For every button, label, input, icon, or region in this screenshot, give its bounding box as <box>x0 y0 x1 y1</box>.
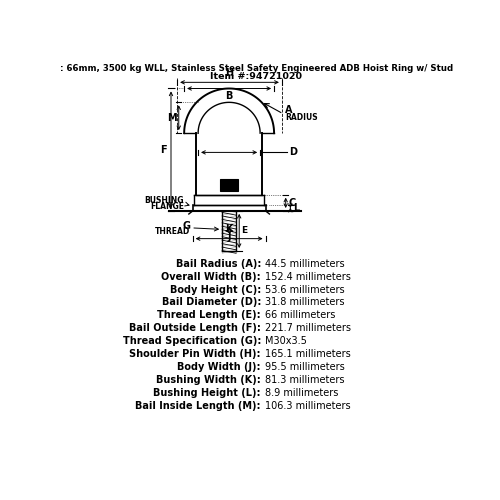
Text: C: C <box>288 198 296 208</box>
Text: Bail Diameter (D):: Bail Diameter (D): <box>162 298 261 308</box>
Text: 53.6 millimeters: 53.6 millimeters <box>265 284 344 294</box>
Text: Bushing Height (L):: Bushing Height (L): <box>154 388 261 398</box>
Text: F: F <box>160 144 167 154</box>
Text: RADIUS: RADIUS <box>285 114 318 122</box>
Text: H: H <box>225 68 233 78</box>
Text: THREAD: THREAD <box>155 227 190 236</box>
Text: D: D <box>289 148 297 158</box>
Text: 31.8 millimeters: 31.8 millimeters <box>265 298 344 308</box>
Text: 8.9 millimeters: 8.9 millimeters <box>265 388 338 398</box>
Text: G: G <box>182 220 190 230</box>
Text: J: J <box>228 232 231 241</box>
Text: : 66mm, 3500 kg WLL, Stainless Steel Safety Engineered ADB Hoist Ring w/ Stud: : 66mm, 3500 kg WLL, Stainless Steel Saf… <box>60 64 453 73</box>
Text: A: A <box>285 105 292 115</box>
Text: BUSHING: BUSHING <box>144 196 184 205</box>
Text: Shoulder Pin Width (H):: Shoulder Pin Width (H): <box>130 349 261 359</box>
Text: K: K <box>226 224 233 234</box>
Text: 81.3 millimeters: 81.3 millimeters <box>265 375 344 385</box>
Text: Bail Outside Length (F):: Bail Outside Length (F): <box>129 324 261 334</box>
Text: 95.5 millimeters: 95.5 millimeters <box>265 362 344 372</box>
Text: Bail Radius (A):: Bail Radius (A): <box>176 258 261 268</box>
Text: Bail Inside Length (M):: Bail Inside Length (M): <box>136 401 261 411</box>
Text: 66 millimeters: 66 millimeters <box>265 310 335 320</box>
Text: Bushing Width (K):: Bushing Width (K): <box>156 375 261 385</box>
Text: Body Width (J):: Body Width (J): <box>178 362 261 372</box>
Text: 152.4 millimeters: 152.4 millimeters <box>265 272 350 281</box>
Text: FLANGE: FLANGE <box>150 202 184 211</box>
Text: 165.1 millimeters: 165.1 millimeters <box>265 349 350 359</box>
Text: M: M <box>167 113 176 122</box>
Text: Body Height (C):: Body Height (C): <box>170 284 261 294</box>
Text: M30x3.5: M30x3.5 <box>265 336 306 346</box>
Text: L: L <box>292 203 299 213</box>
Bar <box>220 180 238 191</box>
Text: Thread Length (E):: Thread Length (E): <box>158 310 261 320</box>
Text: Item #:94721020: Item #:94721020 <box>210 72 302 82</box>
Text: 106.3 millimeters: 106.3 millimeters <box>265 401 350 411</box>
Text: Thread Specification (G):: Thread Specification (G): <box>122 336 261 346</box>
Text: 221.7 millimeters: 221.7 millimeters <box>265 324 351 334</box>
Text: E: E <box>241 226 247 235</box>
Text: Overall Width (B):: Overall Width (B): <box>162 272 261 281</box>
Text: B: B <box>226 91 233 101</box>
Text: 44.5 millimeters: 44.5 millimeters <box>265 258 344 268</box>
